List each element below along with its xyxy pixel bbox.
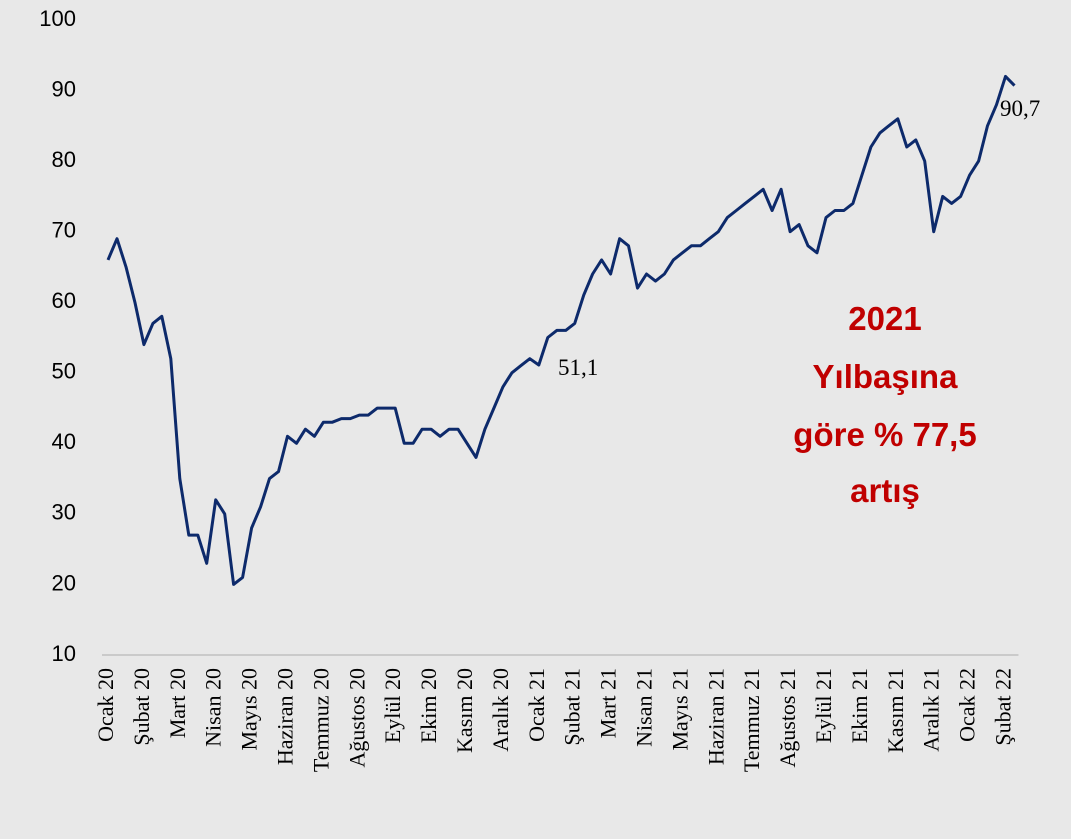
x-tick-label: Aralık 20	[488, 668, 513, 752]
y-tick-label: 60	[52, 288, 76, 313]
x-tick-label: Şubat 21	[560, 668, 585, 746]
y-tick-label: 100	[39, 6, 76, 31]
x-tick-label: Ekim 21	[847, 668, 872, 743]
x-tick-label: Haziran 21	[703, 668, 728, 765]
x-tick-label: Şubat 20	[129, 668, 154, 746]
x-tick-label: Haziran 20	[273, 668, 298, 765]
x-tick-label: Ağustos 20	[344, 668, 369, 768]
x-tick-label: Şubat 22	[991, 668, 1016, 746]
line	[106, 74, 1016, 586]
x-tick-label: Mart 20	[165, 668, 190, 738]
x-tick-label: Ocak 22	[955, 668, 980, 742]
y-tick-label: 10	[52, 641, 76, 666]
highlight-text: artış	[850, 472, 920, 509]
highlight-text: 2021	[848, 300, 921, 337]
x-tick-label: Ocak 21	[524, 668, 549, 742]
y-tick-label: 50	[52, 359, 76, 384]
x-tick-label: Ocak 20	[93, 668, 118, 742]
x-tick-label: Mayıs 20	[237, 668, 262, 751]
y-tick-label: 80	[52, 147, 76, 172]
annotation: 51,1	[558, 355, 598, 380]
y-tick-label: 90	[52, 76, 76, 101]
y-tick-label: 20	[52, 570, 76, 595]
x-tick-label: Ekim 20	[416, 668, 441, 743]
x-tick-label: Eylül 21	[811, 668, 836, 743]
x-tick-label: Ağustos 21	[775, 668, 800, 768]
y-tick-label: 70	[52, 217, 76, 242]
y-tick-label: 30	[52, 500, 76, 525]
highlight-text: göre % 77,5	[793, 416, 976, 453]
x-tick-label: Kasım 20	[452, 668, 477, 753]
x-tick-label: Kasım 21	[883, 668, 908, 753]
x-tick-label: Aralık 21	[919, 668, 944, 752]
annotation: 90,7	[1000, 96, 1040, 121]
x-tick-label: Mart 21	[596, 668, 621, 738]
x-tick-label: Mayıs 21	[667, 668, 692, 751]
highlight-text: Yılbaşına	[813, 358, 959, 395]
x-tick-label: Nisan 20	[201, 668, 226, 747]
x-tick-label: Nisan 21	[632, 668, 657, 747]
x-tick-label: Temmuz 21	[739, 668, 764, 772]
x-tick-label: Temmuz 20	[308, 668, 333, 772]
x-tick-label: Eylül 20	[380, 668, 405, 743]
y-tick-label: 40	[52, 429, 76, 454]
